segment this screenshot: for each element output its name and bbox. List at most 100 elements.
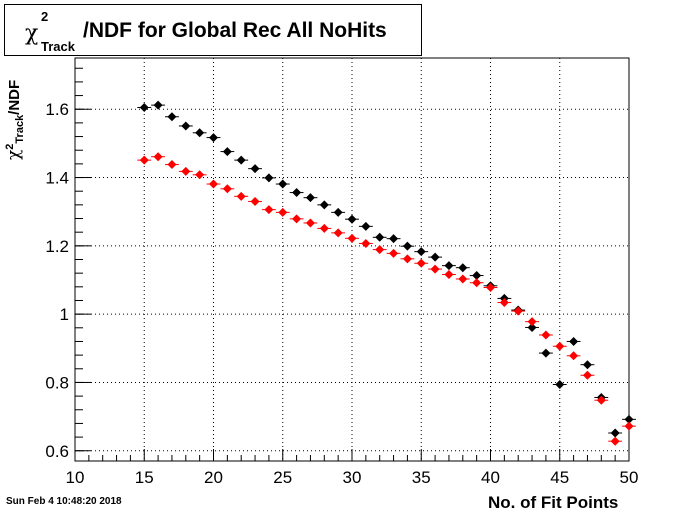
data-point bbox=[610, 428, 620, 438]
y-label-chi: χ bbox=[4, 149, 24, 160]
x-tick-label: 40 bbox=[481, 468, 500, 487]
data-point bbox=[499, 298, 509, 308]
y-label-superscript: 2 bbox=[4, 143, 16, 150]
data-point bbox=[250, 196, 260, 206]
data-point bbox=[181, 121, 191, 131]
data-point bbox=[486, 283, 495, 293]
data-point bbox=[541, 348, 551, 358]
data-point bbox=[444, 261, 454, 271]
data-points bbox=[137, 100, 636, 446]
data-point bbox=[222, 147, 232, 157]
data-point bbox=[569, 351, 579, 361]
data-point bbox=[264, 173, 274, 183]
data-point bbox=[430, 252, 440, 262]
data-point bbox=[153, 100, 163, 110]
data-point bbox=[292, 188, 302, 198]
data-point bbox=[458, 274, 468, 284]
data-point bbox=[444, 270, 454, 280]
data-point bbox=[582, 360, 592, 370]
data-point bbox=[596, 395, 606, 405]
data-point bbox=[361, 238, 371, 248]
data-point bbox=[347, 214, 357, 224]
data-point bbox=[402, 241, 412, 251]
data-point bbox=[527, 322, 537, 332]
data-point bbox=[236, 191, 246, 201]
title-superscript: 2 bbox=[41, 9, 49, 24]
x-tick-label: 45 bbox=[550, 468, 569, 487]
data-point bbox=[624, 421, 634, 431]
grid-lines bbox=[75, 58, 629, 461]
y-tick-label: 1 bbox=[60, 305, 69, 324]
data-point bbox=[624, 414, 634, 424]
y-label-subscript: Track bbox=[14, 114, 26, 144]
data-point bbox=[347, 233, 357, 243]
axis-ticks bbox=[74, 67, 630, 461]
x-tick-label: 25 bbox=[273, 468, 292, 487]
data-point bbox=[236, 155, 246, 165]
data-point bbox=[375, 245, 385, 255]
data-point bbox=[610, 436, 620, 446]
data-point bbox=[139, 155, 149, 165]
y-axis-label: χ2Track/NDF bbox=[4, 10, 28, 160]
y-tick-label: 1.6 bbox=[45, 100, 69, 119]
data-point bbox=[209, 179, 218, 189]
x-tick-label: 50 bbox=[620, 468, 639, 487]
data-point bbox=[167, 160, 177, 170]
timestamp: Sun Feb 4 10:48:20 2018 bbox=[6, 496, 122, 507]
data-point bbox=[472, 271, 482, 281]
data-point bbox=[153, 152, 163, 162]
data-point bbox=[264, 205, 274, 215]
title-box: χ 2 Track /NDF for Global Rec All NoHits bbox=[4, 4, 422, 56]
y-tick-label: 0.6 bbox=[45, 442, 69, 461]
y-tick-label: 0.8 bbox=[45, 373, 69, 392]
data-point bbox=[139, 103, 149, 113]
data-point bbox=[527, 317, 537, 327]
x-axis-label: No. of Fit Points bbox=[488, 493, 619, 512]
data-point bbox=[416, 247, 426, 257]
x-tick-label: 30 bbox=[343, 468, 362, 487]
data-point bbox=[402, 254, 412, 264]
x-tick-label: 35 bbox=[412, 468, 431, 487]
data-point bbox=[555, 341, 565, 351]
data-point bbox=[569, 336, 579, 346]
title-subscript: Track bbox=[41, 39, 75, 54]
data-point bbox=[472, 278, 482, 288]
data-point bbox=[209, 133, 218, 143]
data-point bbox=[278, 207, 288, 217]
x-tick-label: 20 bbox=[204, 468, 223, 487]
data-point bbox=[195, 128, 205, 138]
data-point bbox=[319, 200, 329, 210]
title-chi: χ bbox=[25, 21, 39, 46]
x-tick-label: 15 bbox=[135, 468, 154, 487]
data-point bbox=[250, 164, 260, 174]
data-point bbox=[458, 263, 468, 273]
data-point bbox=[416, 258, 426, 268]
data-point bbox=[555, 379, 565, 389]
data-point bbox=[541, 330, 551, 340]
data-point bbox=[195, 170, 205, 180]
tick-labels: 10 15 20 25 30 35 40 45 50 0.6 0.8 1 1.2 1.4 1.6 bbox=[45, 100, 638, 487]
y-tick-label: 1.4 bbox=[45, 169, 69, 188]
data-point bbox=[430, 264, 440, 274]
y-label-suffix: /NDF bbox=[6, 79, 23, 115]
data-point bbox=[513, 306, 523, 316]
data-point bbox=[292, 214, 302, 224]
data-point bbox=[181, 166, 191, 176]
data-point bbox=[278, 179, 288, 189]
data-point bbox=[305, 193, 315, 203]
x-tick-label: 10 bbox=[66, 468, 85, 487]
data-point bbox=[167, 112, 177, 122]
data-point bbox=[375, 232, 385, 242]
data-point bbox=[361, 221, 371, 231]
data-point bbox=[333, 228, 343, 238]
chart-title: /NDF for Global Rec All NoHits bbox=[83, 19, 387, 42]
data-point bbox=[333, 207, 343, 217]
data-point bbox=[222, 184, 232, 194]
data-point bbox=[389, 234, 399, 244]
data-point bbox=[305, 218, 315, 228]
data-point bbox=[319, 223, 329, 233]
data-point bbox=[582, 370, 592, 380]
y-tick-label: 1.2 bbox=[45, 237, 69, 256]
data-point bbox=[389, 248, 399, 258]
